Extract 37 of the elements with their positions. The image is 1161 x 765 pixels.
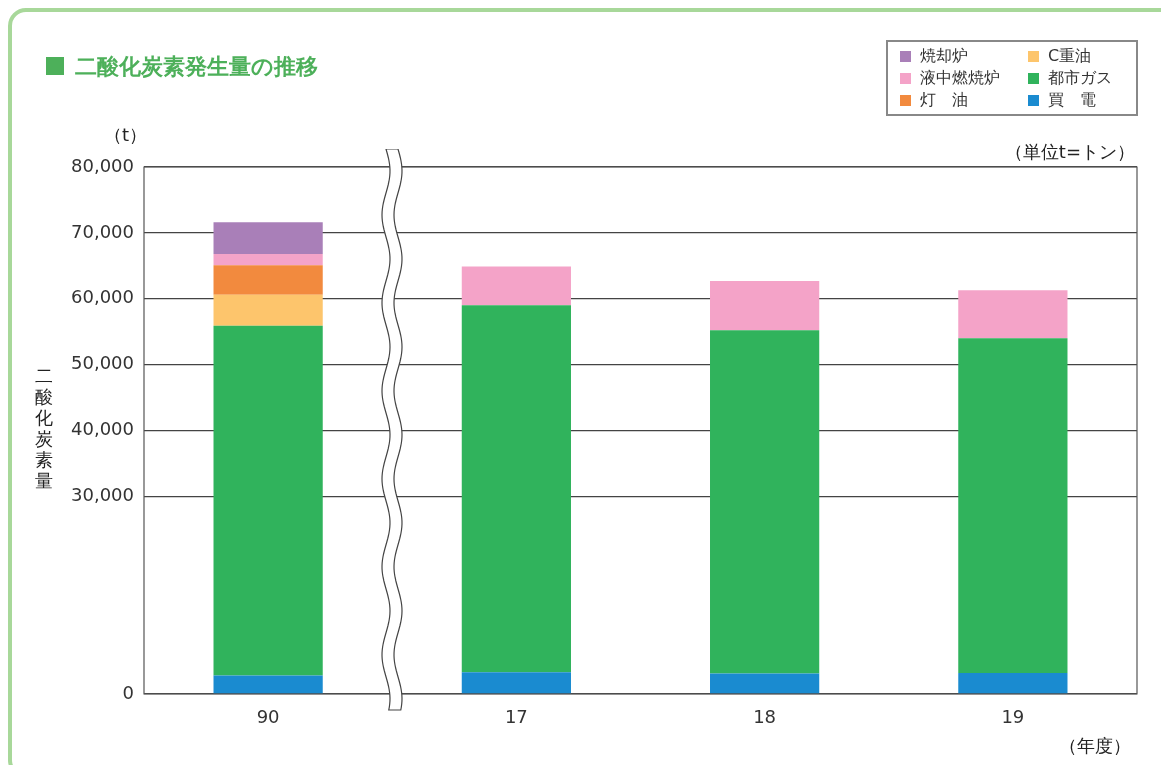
bar [710, 330, 820, 674]
y-axis-title: 二酸化炭素量 [34, 365, 54, 491]
bar [213, 325, 323, 676]
bar [461, 266, 571, 306]
y-tick-label: 60,000 [71, 286, 134, 308]
y-tick-label: 40,000 [71, 418, 134, 440]
y-tick-label: 50,000 [71, 352, 134, 374]
legend-label: 液中燃焼炉 [920, 67, 1000, 89]
bar [213, 675, 323, 694]
bar [958, 290, 1068, 339]
bar [461, 672, 571, 694]
bar [213, 294, 323, 326]
bar [213, 265, 323, 295]
y-tick-label: 0 [122, 681, 134, 703]
y-tick-label: 80,000 [71, 154, 134, 176]
bar [958, 672, 1068, 694]
legend-label: 都市ガス [1048, 67, 1112, 89]
bar [710, 673, 820, 694]
y-tick-label: 30,000 [71, 484, 134, 506]
y-tick-label: 70,000 [71, 220, 134, 242]
bar [213, 253, 323, 266]
x-tick-label: 90 [256, 706, 280, 728]
legend-label: 灯 油 [920, 89, 968, 111]
legend-label: 焼却炉 [920, 45, 968, 67]
text: （単位t=トン） [1004, 140, 1135, 164]
bar [958, 338, 1068, 673]
text: （t） [104, 123, 148, 147]
legend-label: 買 電 [1048, 89, 1096, 111]
x-tick-label: 19 [1001, 706, 1025, 728]
x-axis-title: （年度） [1059, 734, 1131, 758]
x-tick-label: 17 [504, 706, 528, 728]
x-tick-label: 18 [753, 706, 777, 728]
legend-label: C重油 [1048, 45, 1092, 67]
bar [213, 222, 323, 254]
chart-title: 二酸化炭素発生量の推移 [75, 53, 318, 81]
bar [710, 280, 820, 331]
bar [461, 305, 571, 673]
